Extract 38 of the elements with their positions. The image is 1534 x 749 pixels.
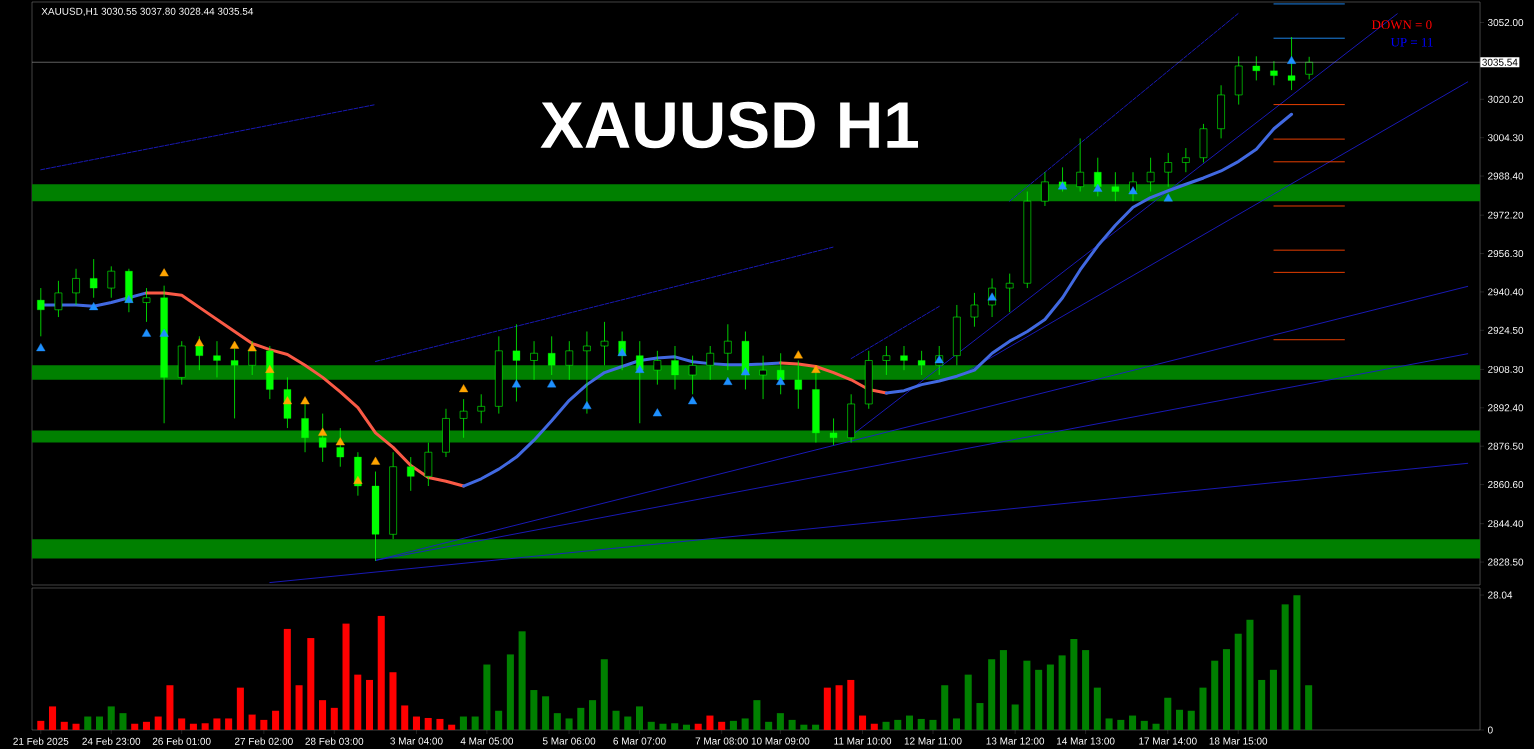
x-tick-label: 27 Feb 02:00 (234, 737, 293, 745)
x-tick-label: 6 Mar 07:00 (613, 737, 666, 745)
y-tick-label: 28.04 (1488, 591, 1513, 599)
annotation: UP = 11 (1390, 37, 1433, 47)
y-tick-label: 3020.20 (1487, 95, 1524, 103)
y-tick-label: 3052.00 (1487, 18, 1524, 27)
y-tick-label: 2988.40 (1488, 172, 1524, 180)
x-tick-label: 17 Mar 14:00 (1139, 737, 1197, 745)
x-tick-label: 5 Mar 06:00 (542, 737, 596, 745)
annotation: DOWN = 0 (1371, 20, 1432, 30)
x-tick-label: 3 Mar 04:00 (390, 737, 443, 745)
x-tick-label: 11 Mar 10:00 (834, 737, 892, 745)
y-tick-label: 2876.50 (1488, 442, 1524, 450)
y-tick-label: 0 (1487, 726, 1493, 734)
y-tick-label: 3004.30 (1487, 134, 1524, 142)
y-tick-label: 2828.50 (1488, 558, 1524, 566)
x-tick-label: 26 Feb 01:00 (152, 737, 211, 745)
y-tick-label: 2924.50 (1488, 326, 1524, 334)
x-tick-label: 28 Feb 03:00 (305, 737, 364, 745)
y-tick-label: 2860.60 (1488, 481, 1524, 489)
x-tick-label: 21 Feb 2025 (13, 737, 69, 745)
y-tick-label: 2908.30 (1488, 365, 1524, 373)
y-tick-label: 2940.40 (1488, 288, 1524, 296)
x-tick-label: 4 Mar 05:00 (460, 737, 514, 745)
ref-line-label: 3035.54 (1482, 58, 1518, 66)
chart-subtitle: XAUUSD,H1 3030.55 3037.80 3028.44 3035.54 (41, 7, 254, 17)
y-tick-label: 2972.20 (1488, 211, 1524, 219)
y-tick-label: 2844.40 (1488, 520, 1524, 528)
x-tick-label: 13 Mar 12:00 (986, 737, 1045, 745)
text: XAUUSD H1 (540, 101, 918, 149)
x-tick-label: 10 Mar 09:00 (751, 737, 810, 745)
x-tick-label: 14 Mar 13:00 (1057, 737, 1115, 745)
y-tick-label: 2892.40 (1488, 404, 1524, 412)
x-tick-label: 18 Mar 15:00 (1209, 737, 1268, 745)
x-tick-label: 24 Feb 23:00 (82, 737, 141, 745)
y-tick-label: 2956.30 (1488, 250, 1524, 258)
x-tick-label: 7 Mar 08:00 (695, 737, 748, 745)
x-tick-label: 12 Mar 11:00 (904, 737, 962, 745)
